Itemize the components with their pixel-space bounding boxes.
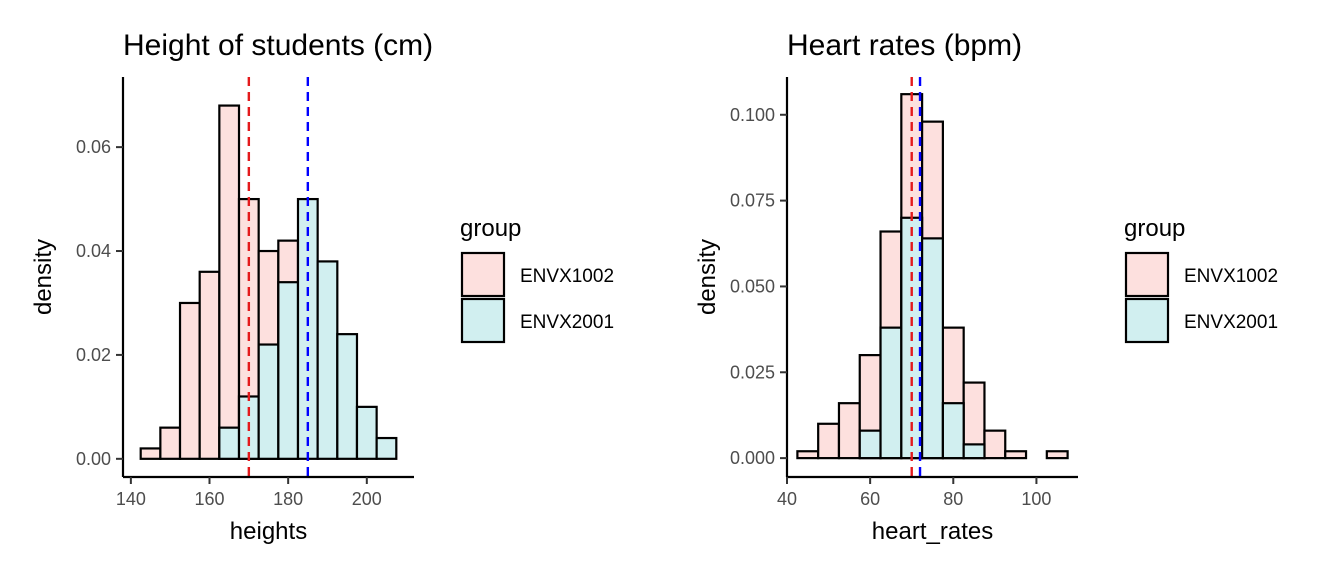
y-tick-label: 0.02	[76, 345, 111, 365]
legend-label-ENVX1002: ENVX1002	[1184, 266, 1278, 287]
chart-panel-2: Heart rates (bpm) 0.000 0.025 0.050 0.075 0.1…	[694, 29, 1278, 545]
legend: group ENVX1002 ENVX2001	[460, 215, 614, 344]
histogram-bar	[139, 447, 162, 460]
x-axis-title: heart_rates	[872, 518, 993, 545]
chart-panel-1: Height of students (cm) 0.00 0.02 0.04 0.06 1…	[30, 29, 614, 545]
legend-key-ENVX2001	[1124, 297, 1170, 344]
histogram-bar	[218, 104, 241, 460]
histogram-bar	[1004, 450, 1028, 460]
histogram-bar	[257, 343, 280, 460]
x-tick-label: 160	[194, 489, 224, 509]
y-tick-label: 0.06	[76, 137, 111, 157]
histogram-bar	[879, 326, 903, 460]
histogram-bar	[962, 443, 986, 460]
y-tick-label: 0.04	[76, 241, 111, 261]
x-tick-label: 140	[116, 489, 146, 509]
legend-label-ENVX2001: ENVX2001	[1184, 312, 1278, 333]
y-axis-title: density	[694, 239, 721, 315]
histogram-bar	[1045, 450, 1069, 460]
histogram-bar	[218, 426, 241, 460]
legend-title: group	[1124, 215, 1185, 242]
chart-title: Heart rates (bpm)	[787, 29, 1022, 62]
x-tick-label: 40	[777, 489, 797, 509]
legend-label-ENVX1002: ENVX1002	[520, 266, 614, 287]
chart-title: Height of students (cm)	[123, 29, 433, 62]
x-tick-label: 180	[273, 489, 303, 509]
histogram-bar	[858, 429, 882, 460]
y-tick-label: 0.050	[730, 276, 775, 296]
x-tick-label: 200	[352, 489, 382, 509]
histogram-bar	[837, 402, 861, 460]
y-tick-label: 0.100	[730, 105, 775, 125]
histogram-bar	[178, 301, 201, 460]
y-tick-label: 0.025	[730, 362, 775, 382]
legend-label-ENVX2001: ENVX2001	[520, 312, 614, 333]
histogram-bar	[277, 281, 300, 460]
histogram-bar	[296, 197, 319, 460]
histogram-bar	[796, 450, 820, 460]
histogram-bar	[355, 405, 378, 460]
histogram-bar	[159, 426, 182, 460]
series-ENVX2001	[218, 197, 398, 460]
histogram-bar	[336, 333, 359, 460]
histogram-bar	[316, 260, 339, 460]
x-tick-label: 100	[1021, 489, 1051, 509]
y-tick-label: 0.000	[730, 448, 775, 468]
y-tick-label: 0.00	[76, 449, 111, 469]
x-tick-label: 80	[943, 489, 963, 509]
x-axis-title: heights	[230, 518, 307, 545]
series-ENVX2001	[858, 216, 986, 460]
y-axis-title: density	[30, 239, 57, 315]
histogram-bar	[921, 237, 944, 460]
histogram-bar	[198, 270, 221, 460]
legend-key-ENVX1002	[1124, 251, 1170, 298]
legend-title: group	[460, 215, 521, 242]
legend-key-ENVX2001	[460, 297, 506, 344]
legend-key-ENVX1002	[460, 251, 506, 298]
histogram-bar	[375, 436, 398, 460]
histogram-bar	[983, 429, 1007, 460]
x-tick-label: 60	[860, 489, 880, 509]
y-tick-label: 0.075	[730, 191, 775, 211]
histogram-bar	[941, 402, 965, 460]
histogram-bar	[817, 422, 841, 460]
legend: group ENVX1002 ENVX2001	[1124, 215, 1278, 344]
